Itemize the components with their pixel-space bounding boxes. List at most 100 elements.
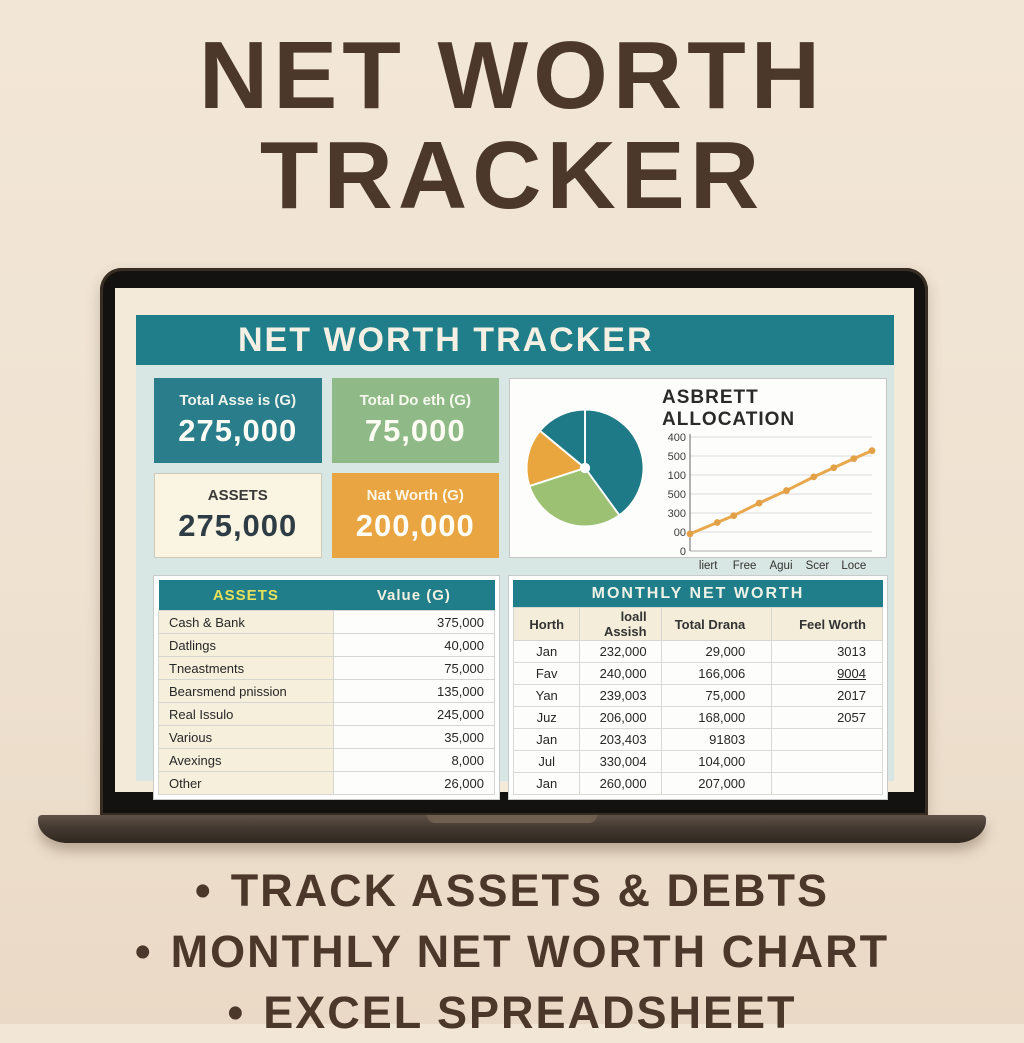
monthly-cell: Juz: [512, 706, 581, 729]
monthly-header-cell: Feel Worth: [771, 607, 883, 641]
data-point-marker: [730, 512, 738, 520]
monthly-cell: Jan: [512, 772, 581, 795]
card-value: 200,000: [355, 508, 475, 543]
asset-value-cell: 135,000: [332, 679, 496, 703]
dashboard-header-bar: NET WORTH TRACKER: [136, 315, 894, 365]
monthly-header-cell: Horth: [512, 607, 581, 641]
asset-value-cell: 375,000: [332, 610, 496, 634]
monthly-net-worth-table: Horth loall Assish Total Drana Feel Worth J…: [512, 607, 883, 795]
monthly-cell: 260,000: [579, 772, 662, 795]
monthly-header-cell: loall Assish: [579, 607, 662, 641]
monthly-table-title: MONTHLY NET WORTH: [513, 580, 883, 607]
data-point-marker: [783, 487, 790, 494]
asset-value-cell: 40,000: [332, 633, 496, 657]
monthly-cell: 166,006: [660, 662, 773, 685]
card-total-assets: Total Asse is (G) 275,000: [154, 378, 322, 463]
monthly-cell: 2057: [771, 706, 883, 729]
bullet-dot: •: [194, 865, 213, 916]
x-axis-label: Scer: [806, 560, 830, 572]
bullet-item: • TRACK ASSETS & DEBTS: [0, 860, 1024, 921]
data-point-marker: [850, 455, 858, 463]
chart-panel: ASBRETT ALLOCATION 400 500 100 500 300 00 0 lie…: [509, 378, 887, 572]
card-total-debt: Total Do eth (G) 75,000: [331, 378, 499, 463]
table-row: Avexings 8,000: [158, 748, 496, 772]
monthly-cell: Jul: [512, 750, 581, 773]
feature-bullets: • TRACK ASSETS & DEBTS • MONTHLY NET WORTH…: [0, 860, 1024, 1043]
monthly-cell: 203,403: [579, 728, 662, 751]
laptop-screen-content: NET WORTH TRACKER Total Asse is (G) 275,…: [115, 288, 914, 799]
monthly-cell: Yan: [512, 684, 581, 707]
dashboard-title: NET WORTH TRACKER: [238, 320, 654, 359]
monthly-cell: 9004: [771, 662, 883, 685]
y-axis-label: 00: [674, 527, 686, 539]
table-row: Jan 232,000 29,000 3013: [512, 640, 883, 663]
data-point-marker: [830, 464, 838, 472]
monthly-cell: 168,000: [660, 706, 773, 729]
table-row: Fav 240,000 166,006 9004: [512, 662, 883, 685]
pie-slice-green: [528, 467, 621, 528]
card-label: ASSETS: [207, 487, 268, 504]
assets-table-header-value: Value (G): [333, 580, 495, 611]
card-label: Nat Worth (G): [366, 487, 464, 504]
card-value: 275,000: [178, 508, 298, 543]
data-point-marker: [686, 530, 694, 538]
pie-slice-orange: [525, 429, 586, 488]
card-net-worth: Nat Worth (G) 200,000: [331, 473, 499, 558]
bullet-text: MONTHLY NET WORTH CHART: [170, 926, 890, 977]
monthly-cell: 75,000: [660, 684, 773, 707]
asset-value-cell: 8,000: [332, 748, 496, 772]
table-row: Jul 330,004 104,000: [512, 750, 883, 773]
x-axis-label: Agui: [769, 560, 792, 572]
monthly-header-cell: Total Drana: [660, 607, 773, 641]
monthly-cell: 207,000: [660, 772, 773, 795]
monthly-cell: [771, 772, 883, 795]
y-axis-label: 500: [668, 489, 686, 501]
poster-title: NET WORTH TRACKER: [0, 26, 1024, 226]
monthly-cell: Jan: [512, 640, 581, 663]
y-axis-label: 500: [668, 451, 686, 463]
monthly-cell: 29,000: [660, 640, 773, 663]
asset-name-cell: Bearsmend pnission: [158, 679, 334, 703]
monthly-cell: 91803: [660, 728, 773, 751]
asset-name-cell: Avexings: [158, 748, 334, 772]
assets-table: ASSETS Value (G) Cash & Bank 375,000 Datli…: [158, 580, 496, 795]
table-row: Various 35,000: [158, 725, 496, 749]
table-row: Real Issulo 245,000: [158, 702, 496, 726]
data-point-marker: [810, 473, 818, 481]
asset-pie-chart: [510, 402, 660, 534]
x-axis-label: Loce: [841, 560, 866, 572]
pie-center-dot: [579, 462, 591, 474]
card-value: 75,000: [364, 413, 466, 448]
asset-name-cell: Real Issulo: [158, 702, 334, 726]
poster-title-line1: NET WORTH: [198, 22, 826, 129]
table-row: Jan 260,000 207,000: [512, 772, 883, 795]
monthly-cell: 330,004: [579, 750, 662, 773]
poster-title-line2: TRACKER: [259, 121, 765, 229]
bullet-text: TRACK ASSETS & DEBTS: [230, 865, 830, 916]
table-row: Bearsmend pnission 135,000: [158, 679, 496, 703]
table-row: Cash & Bank 375,000: [158, 610, 496, 634]
pie-slice-teal-small: [539, 408, 586, 469]
asset-value-cell: 75,000: [332, 656, 496, 680]
table-row: Juz 206,000 168,000 2057: [512, 706, 883, 729]
bullet-text: EXCEL SPREADSHEET: [263, 987, 797, 1038]
asset-name-cell: Other: [158, 771, 334, 795]
pie-chart-svg: [525, 408, 645, 528]
assets-table-panel: ASSETS Value (G) Cash & Bank 375,000 Datli…: [154, 576, 499, 799]
y-axis-label: 100: [668, 470, 686, 482]
monthly-cell: 232,000: [579, 640, 662, 663]
monthly-cell: Jan: [512, 728, 581, 751]
laptop-base: [38, 815, 986, 843]
data-point-marker: [868, 447, 876, 455]
card-assets: ASSETS 275,000: [154, 473, 322, 558]
y-axis-label: 400: [668, 432, 686, 444]
data-point-marker: [713, 519, 721, 526]
monthly-cell: 240,000: [579, 662, 662, 685]
monthly-cell: [771, 750, 883, 773]
bullet-dot: •: [227, 987, 246, 1038]
monthly-cell: [771, 728, 883, 751]
bullet-item: • EXCEL SPREADSHEET: [0, 982, 1024, 1043]
table-row: Yan 239,003 75,000 2017: [512, 684, 883, 707]
y-axis-label: 300: [668, 508, 686, 520]
asset-name-cell: Cash & Bank: [158, 610, 334, 634]
